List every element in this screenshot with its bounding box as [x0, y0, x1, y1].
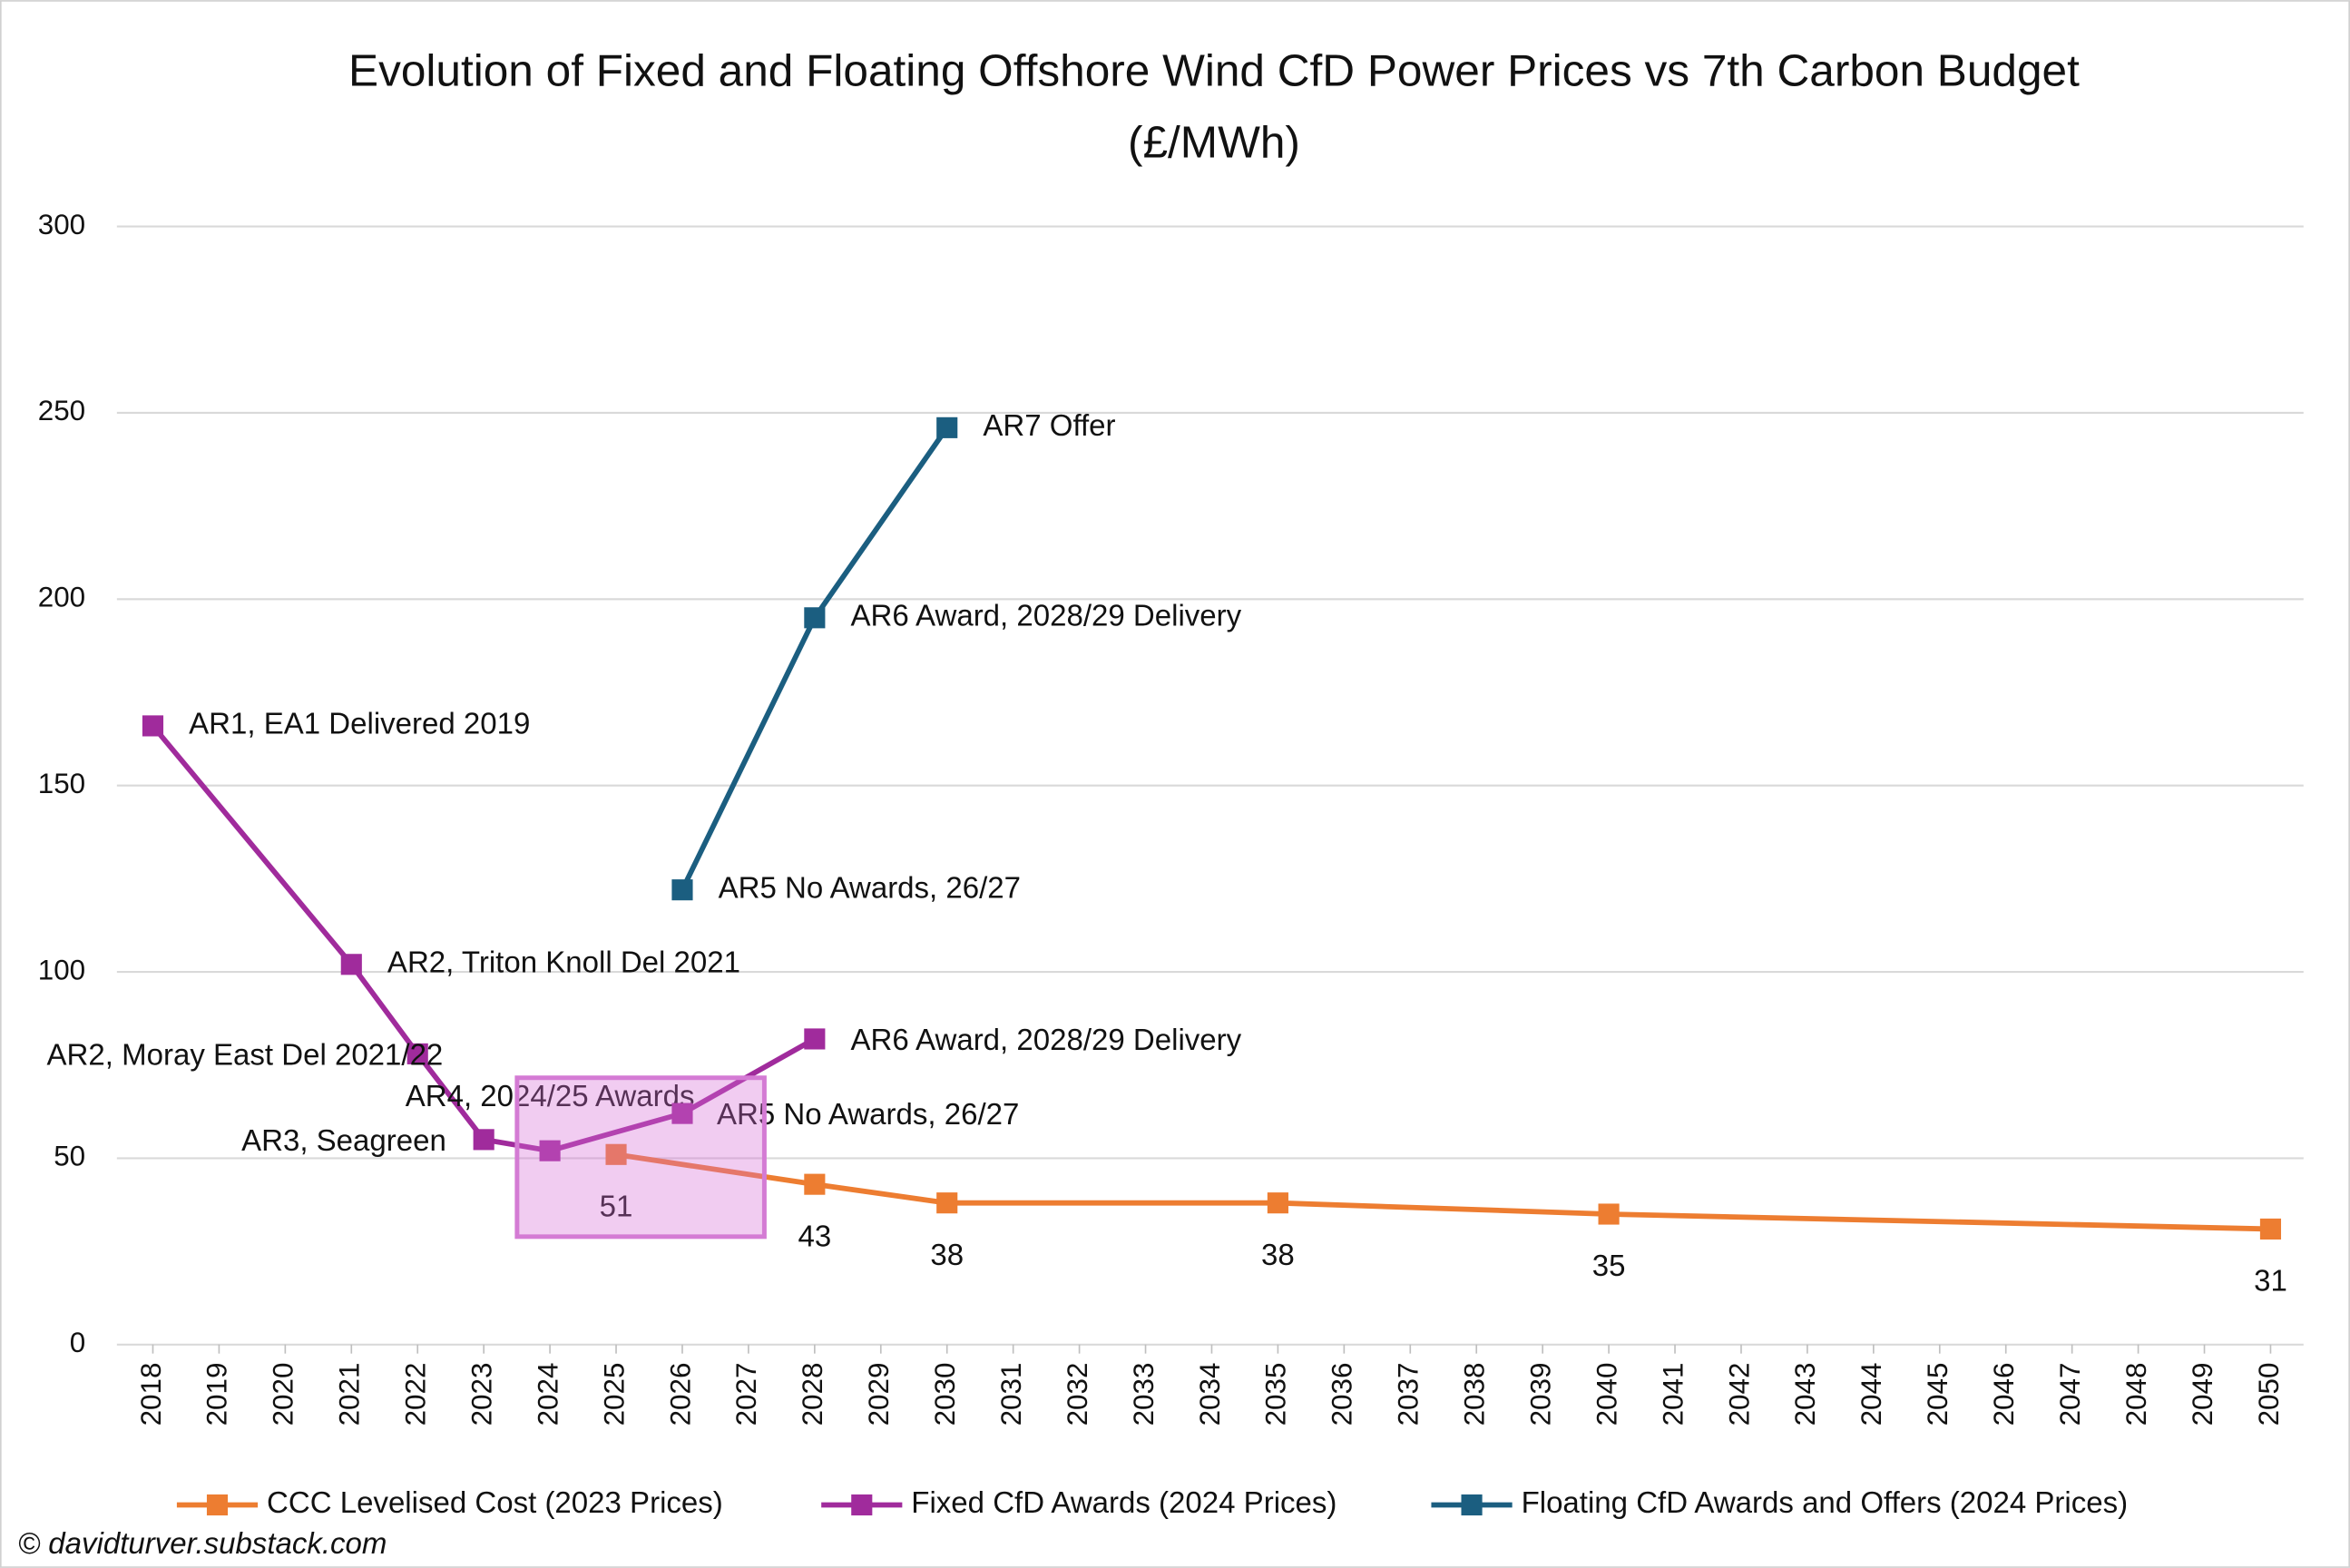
x-tick-label: 2019 [201, 1363, 233, 1426]
point-marker [142, 715, 164, 737]
y-tick-label: 50 [54, 1141, 85, 1172]
point-label: AR6 Award, 2028/29 Delivery [850, 599, 1241, 632]
x-tick-label: 2021 [334, 1363, 366, 1426]
legend-label: Fixed CfD Awards (2024 Prices) [911, 1485, 1337, 1519]
x-tick-label: 2033 [1128, 1363, 1160, 1426]
x-tick-label: 2046 [1988, 1363, 2020, 1426]
legend-label: CCC Levelised Cost (2023 Prices) [267, 1485, 723, 1519]
x-tick-label: 2042 [1723, 1363, 1755, 1426]
x-tick-label: 2044 [1856, 1363, 1887, 1426]
x-tick-label: 2043 [1789, 1363, 1821, 1426]
point-marker [936, 416, 958, 438]
point-marker [936, 1192, 958, 1214]
point-marker [804, 1028, 826, 1050]
x-tick-label: 2022 [400, 1363, 432, 1426]
legend-marker [851, 1494, 873, 1516]
data-label: 31 [2254, 1264, 2287, 1298]
point-label: AR1, EA1 Delivered 2019 [189, 707, 530, 740]
point-label: AR7 Offer [983, 408, 1115, 442]
x-tick-label: 2038 [1459, 1363, 1491, 1426]
point-label: AR3, Seagreen [241, 1123, 446, 1157]
point-marker [804, 607, 826, 629]
title-box: Evolution of Fixed and Floating Offshore… [348, 46, 2080, 169]
legend-marker [1461, 1494, 1483, 1516]
x-tick-label: 2045 [1922, 1363, 1953, 1426]
x-tick-label: 2039 [1524, 1363, 1556, 1426]
x-tick-label: 2030 [929, 1363, 961, 1426]
x-tick-label: 2025 [598, 1363, 630, 1426]
chart-title: Evolution of Fixed and Floating Offshore… [348, 46, 2080, 169]
x-tick-label: 2023 [465, 1363, 497, 1426]
point-label: AR2, Triton Knoll Del 2021 [387, 946, 740, 979]
y-tick-label: 200 [38, 582, 85, 613]
point-marker [539, 1140, 561, 1161]
x-tick-label: 2034 [1194, 1363, 1226, 1426]
legend-marker [206, 1494, 229, 1516]
data-label: 43 [798, 1219, 831, 1252]
x-tick-label: 2028 [797, 1363, 828, 1426]
data-label: 38 [1261, 1238, 1295, 1271]
point-marker [605, 1143, 627, 1165]
point-label: AR2, Moray East Del 2021/22 [47, 1037, 444, 1071]
point-label: AR6 Award, 2028/29 Delivery [850, 1023, 1241, 1056]
data-label: 51 [600, 1189, 633, 1222]
x-tick-label: 2029 [863, 1363, 895, 1426]
x-tick-label: 2041 [1657, 1363, 1689, 1426]
point-label: AR5 No Awards, 26/27 [717, 1097, 1019, 1131]
x-tick-label: 2048 [2120, 1363, 2152, 1426]
y-tick-label: 0 [70, 1327, 85, 1358]
x-tick-label: 2027 [730, 1363, 762, 1426]
x-tick-label: 2018 [135, 1363, 167, 1426]
series-line [615, 1152, 2271, 1232]
point-marker [1267, 1192, 1288, 1214]
y-tick-label: 150 [38, 768, 85, 799]
x-tick-label: 2024 [532, 1363, 563, 1426]
point-marker [671, 1102, 693, 1124]
x-tick-label: 2050 [2253, 1363, 2285, 1426]
point-marker [671, 879, 693, 901]
point-marker [804, 1173, 826, 1195]
y-tick-label: 300 [38, 209, 85, 240]
x-tick-label: 2020 [268, 1363, 299, 1426]
x-tick-label: 2040 [1591, 1363, 1622, 1426]
x-tick-label: 2031 [995, 1363, 1027, 1426]
x-tick-label: 2047 [2054, 1363, 2086, 1426]
y-tick-label: 100 [38, 954, 85, 985]
point-marker [406, 1043, 428, 1064]
source-note: © davidturver.substack.com [18, 1526, 387, 1560]
x-tick-label: 2049 [2187, 1363, 2218, 1426]
x-tick-label: 2032 [1062, 1363, 1093, 1426]
point-label: AR4, 2024/25 Awards [406, 1079, 695, 1112]
point-marker [1598, 1203, 1620, 1225]
data-label: 35 [1592, 1249, 1626, 1282]
point-marker [340, 954, 362, 975]
x-tick-label: 2035 [1260, 1363, 1292, 1426]
x-tick-label: 2036 [1327, 1363, 1358, 1426]
x-tick-label: 2037 [1393, 1363, 1425, 1426]
y-tick-label: 250 [38, 395, 85, 426]
point-marker [473, 1129, 494, 1151]
x-tick-label: 2026 [664, 1363, 696, 1426]
data-label: 38 [930, 1238, 964, 1271]
plot: 51 43 38 38 35 31 AR1, EA1 Delivered 2019 AR2, … [47, 408, 2287, 1298]
legend-label: Floating CfD Awards and Offers (2024 Pri… [1522, 1485, 2129, 1519]
highlight-box [514, 1075, 767, 1240]
point-label: AR5 No Awards, 26/27 [719, 870, 1021, 904]
legend: CCC Levelised Cost (2023 Prices) Fixed Cf… [176, 1485, 2129, 1519]
point-marker [2259, 1218, 2282, 1240]
grid: 0 50 100 150 200 250 300 2018 2019 2020 2021 2022 20… [38, 209, 2304, 1426]
